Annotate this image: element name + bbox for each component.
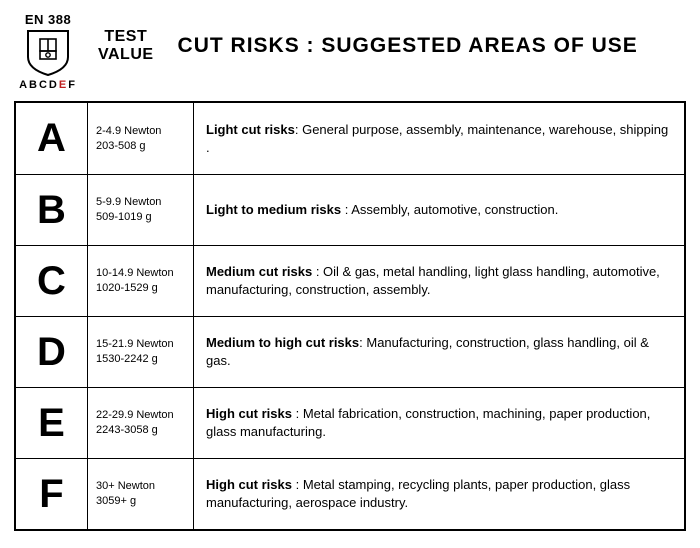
risk-sep: : <box>296 406 303 421</box>
risk-label: High cut risks <box>206 406 296 421</box>
risk-label: Medium cut risks <box>206 264 316 279</box>
risk-label: Light to medium risks <box>206 202 345 217</box>
risk-sep: : <box>316 264 323 279</box>
table-row: C10-14.9 Newton1020-1529 gMedium cut ris… <box>16 245 684 316</box>
newton-range: 15-21.9 Newton <box>96 337 185 352</box>
cut-risk-table: A2-4.9 Newton203-508 gLight cut risks: G… <box>14 101 686 531</box>
row-test-value: 15-21.9 Newton1530-2242 g <box>88 317 194 387</box>
row-description: Light to medium risks : Assembly, automo… <box>194 175 684 245</box>
row-description: Medium to high cut risks: Manufacturing,… <box>194 317 684 387</box>
newton-range: 5-9.9 Newton <box>96 195 185 210</box>
letters-abcd: ABCD <box>19 79 59 91</box>
row-description: High cut risks : Metal fabrication, cons… <box>194 388 684 458</box>
table-row: E22-29.9 Newton2243-3058 gHigh cut risks… <box>16 387 684 458</box>
row-description: Light cut risks: General purpose, assemb… <box>194 103 684 174</box>
gram-range: 2243-3058 g <box>96 423 185 438</box>
test-value-label: TEST VALUE <box>98 12 154 63</box>
row-test-value: 5-9.9 Newton509-1019 g <box>88 175 194 245</box>
newton-range: 2-4.9 Newton <box>96 124 185 139</box>
row-description: Medium cut risks : Oil & gas, metal hand… <box>194 246 684 316</box>
risk-uses: Assembly, automotive, construction. <box>351 202 558 217</box>
row-letter: A <box>16 103 88 174</box>
risk-sep: : <box>296 477 303 492</box>
row-letter: C <box>16 246 88 316</box>
row-description: High cut risks : Metal stamping, recycli… <box>194 459 684 529</box>
test-label-1: TEST <box>104 28 147 46</box>
table-row: F30+ Newton3059+ gHigh cut risks : Metal… <box>16 458 684 529</box>
row-test-value: 2-4.9 Newton203-508 g <box>88 103 194 174</box>
header: EN 388 ABCDEF TEST VALUE CUT RISKS : SUG… <box>14 12 686 91</box>
row-test-value: 22-29.9 Newton2243-3058 g <box>88 388 194 458</box>
gram-range: 203-508 g <box>96 139 185 154</box>
gram-range: 3059+ g <box>96 494 185 509</box>
gram-range: 1530-2242 g <box>96 352 185 367</box>
en388-badge: EN 388 ABCDEF <box>14 12 82 91</box>
abcdef-letters: ABCDEF <box>19 79 77 91</box>
risk-label: Light cut risks <box>206 122 295 137</box>
newton-range: 10-14.9 Newton <box>96 266 185 281</box>
row-test-value: 10-14.9 Newton1020-1529 g <box>88 246 194 316</box>
row-letter: B <box>16 175 88 245</box>
letter-e-red: E <box>59 79 68 91</box>
en-label: EN 388 <box>25 12 71 27</box>
gram-range: 1020-1529 g <box>96 281 185 296</box>
row-test-value: 30+ Newton3059+ g <box>88 459 194 529</box>
letter-f: F <box>68 79 77 91</box>
row-letter: E <box>16 388 88 458</box>
table-row: A2-4.9 Newton203-508 gLight cut risks: G… <box>16 103 684 174</box>
row-letter: D <box>16 317 88 387</box>
risk-label: High cut risks <box>206 477 296 492</box>
row-letter: F <box>16 459 88 529</box>
newton-range: 30+ Newton <box>96 479 185 494</box>
newton-range: 22-29.9 Newton <box>96 408 185 423</box>
page-title: CUT RISKS : SUGGESTED AREAS OF USE <box>170 12 638 58</box>
table-row: D15-21.9 Newton1530-2242 gMedium to high… <box>16 316 684 387</box>
test-label-2: VALUE <box>98 46 154 64</box>
risk-label: Medium to high cut risks <box>206 335 359 350</box>
risk-sep: : <box>295 122 302 137</box>
shield-icon <box>26 29 70 77</box>
gram-range: 509-1019 g <box>96 210 185 225</box>
table-row: B5-9.9 Newton509-1019 gLight to medium r… <box>16 174 684 245</box>
